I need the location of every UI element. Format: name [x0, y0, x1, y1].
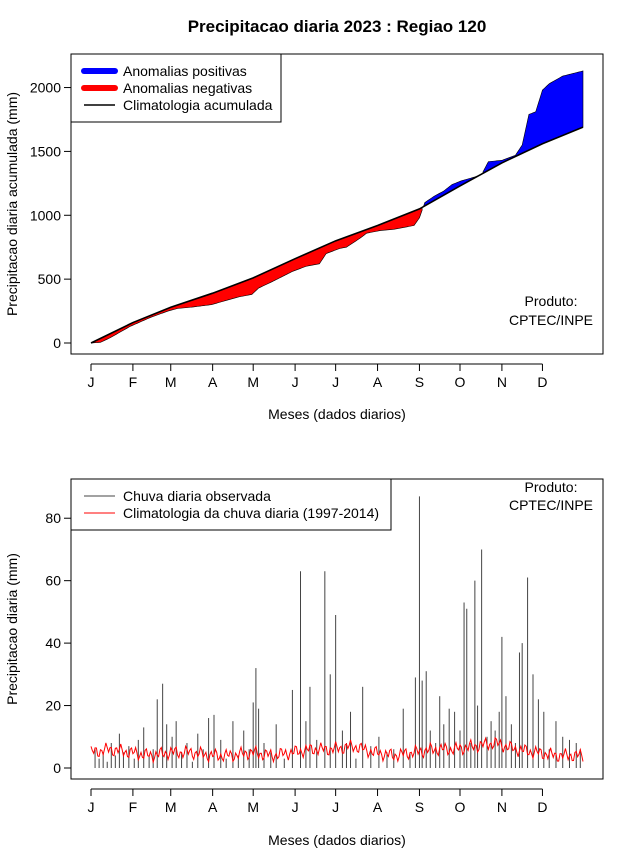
- y-tick-label: 1000: [30, 207, 61, 223]
- x-tick-label: A: [373, 374, 383, 390]
- legend-label-positive: Anomalias positivas: [123, 63, 247, 79]
- legend-label-climatology: Climatologia acumulada: [123, 97, 273, 113]
- y-tick-label: 80: [45, 510, 61, 526]
- x-tick-label: D: [537, 799, 547, 815]
- y-tick-label: 2000: [30, 80, 61, 96]
- x-tick-label: A: [373, 799, 383, 815]
- x-tick-label: M: [165, 799, 177, 815]
- x-tick-label: J: [292, 799, 299, 815]
- x-tick-label: S: [415, 799, 424, 815]
- annotation-produto-2: Produto:: [525, 479, 578, 495]
- x-tick-label: F: [129, 374, 138, 390]
- legend-box-2: [70, 478, 392, 531]
- x-axis-label: Meses (dados diarios): [268, 406, 406, 422]
- legend: Anomalias positivas Anomalias negativas …: [70, 53, 282, 123]
- y-axis-label: Precipitacao diaria acumulada (mm): [4, 92, 20, 316]
- x-tick-label: J: [88, 799, 95, 815]
- x-tick-label: A: [208, 799, 218, 815]
- annotation-produto: Produto:: [525, 293, 578, 309]
- x-tick-label: M: [247, 374, 259, 390]
- x-tick-label: N: [497, 374, 507, 390]
- x-tick-label: O: [455, 799, 466, 815]
- x-tick-label: J: [292, 374, 299, 390]
- y-tick-label: 0: [53, 760, 61, 776]
- legend-label-observed: Chuva diaria observada: [123, 488, 271, 504]
- x-tick-label: N: [497, 799, 507, 815]
- x-tick-label: A: [208, 374, 218, 390]
- annotation-source-2: CPTEC/INPE: [509, 497, 593, 513]
- legend-label-climatology-daily: Climatologia da chuva diaria (1997-2014): [123, 505, 379, 521]
- x-tick-label: J: [88, 374, 95, 390]
- legend-label-negative: Anomalias negativas: [123, 80, 252, 96]
- x-tick-label: S: [415, 374, 424, 390]
- y-tick-label: 60: [45, 573, 61, 589]
- y-tick-label: 20: [45, 698, 61, 714]
- y-tick-label: 500: [38, 271, 62, 287]
- annotation-source: CPTEC/INPE: [509, 312, 593, 328]
- y-tick-label: 40: [45, 635, 61, 651]
- y-axis-2: 0 20 40 60 80: [45, 510, 71, 776]
- climatology-line: [90, 126, 584, 344]
- x-tick-label: J: [332, 374, 339, 390]
- legend-2: Chuva diaria observada Climatologia da c…: [70, 478, 392, 531]
- y-axis: 0 500 1000 1500 2000: [30, 80, 71, 351]
- positive-anomaly-area: [482, 70, 584, 174]
- x-tick-label: M: [247, 799, 259, 815]
- y-tick-label: 0: [53, 335, 61, 351]
- observed-rain-spikes: [94, 496, 581, 768]
- climatology-daily-line: [90, 736, 584, 765]
- x-tick-label: J: [332, 799, 339, 815]
- cumulative-chart: Precipitacao diaria 2023 : Regiao 120 0 5…: [4, 17, 604, 422]
- y-axis-label-2: Precipitacao diaria (mm): [4, 553, 20, 705]
- x-tick-label: F: [129, 799, 138, 815]
- x-axis-label-2: Meses (dados diarios): [268, 832, 406, 848]
- x-tick-label: D: [537, 374, 547, 390]
- chart-title: Precipitacao diaria 2023 : Regiao 120: [188, 17, 487, 36]
- y-tick-label: 1500: [30, 143, 61, 159]
- x-tick-label: O: [455, 374, 466, 390]
- daily-chart: 0 20 40 60 80 J F M A M J J A S O N D Meses (dados diar…: [4, 478, 604, 848]
- plot-frame: [70, 53, 604, 355]
- x-tick-label: M: [165, 374, 177, 390]
